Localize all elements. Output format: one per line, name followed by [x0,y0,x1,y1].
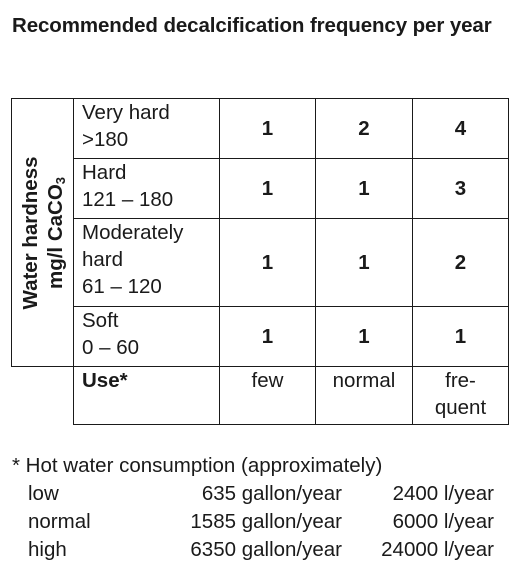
use-normal: normal [315,366,413,425]
value-cell: 2 [315,98,413,159]
row-label-line: 0 – 60 [82,336,139,359]
consumption-gallons: 1585 gallon/year [190,510,342,533]
row-label-soft: Soft 0 – 60 [73,306,220,367]
axis-label-line2: mg/l CaCO3 [43,156,68,309]
row-label-very-hard: Very hard >180 [73,98,220,159]
consumption-name: high [28,538,67,561]
row-label-line: Moderately [82,221,184,244]
row-label-line: Very hard [82,101,170,124]
consumption-gallons: 6350 gallon/year [190,538,342,561]
consumption-row-normal: normal 1585 gallon/year 6000 l/year [12,508,507,536]
value-cell: 1 [315,218,413,307]
value-cell: 1 [219,158,316,219]
table-row: Water hardness mg/l CaCO3 Very hard >180… [11,98,509,367]
empty-corner-cell [11,366,74,425]
consumption-name: normal [28,510,91,533]
consumption-liters: 6000 l/year [392,510,494,533]
table-row: Hard 121 – 180 1 1 3 [12,158,509,219]
axis-label-line1: Water hardness [18,155,42,310]
row-label-line: 121 – 180 [82,188,174,211]
value-cell: 3 [412,158,509,219]
table-row: Moderately hard 61 – 120 1 1 2 [12,218,509,307]
value-cell: 2 [412,218,509,307]
row-label-moderately-hard: Moderately hard 61 – 120 [73,218,220,307]
use-line: few [251,369,284,392]
consumption-liters: 2400 l/year [392,482,494,505]
value-cell: 1 [219,306,316,367]
footnote-heading: * Hot water consumption (approximately) [12,454,383,477]
row-label-line: >180 [82,128,129,151]
value-cell: 1 [412,306,509,367]
axis-unit: mg/l CaCO [43,183,67,289]
table-row-use: Use* few normal fre- quent [11,366,509,425]
consumption-row-high: high 6350 gallon/year 24000 l/year [12,536,507,564]
footnote: * Hot water consumption (approximately) … [12,452,507,564]
value-cell: 1 [315,306,413,367]
consumption-row-low: low 635 gallon/year 2400 l/year [12,480,507,508]
use-line: normal [332,369,396,392]
axis-unit-subscript: 3 [52,176,68,184]
value-cell: 4 [412,98,509,159]
axis-cell: Water hardness mg/l CaCO3 [11,98,74,367]
value-cell: 1 [315,158,413,219]
consumption-liters: 24000 l/year [381,538,494,561]
row-label-line: Hard [82,161,127,184]
use-frequent: fre- quent [412,366,509,425]
use-label: Use* [73,366,220,425]
table-row: Soft 0 – 60 1 1 1 [12,306,509,367]
use-line: quent [434,396,487,419]
use-line: fre- [445,369,476,392]
page-title: Recommended decalcification frequency pe… [12,14,492,37]
consumption-gallons: 635 gallon/year [201,482,342,505]
decalcification-table: Water hardness mg/l CaCO3 Very hard >180… [11,98,509,425]
row-label-hard: Hard 121 – 180 [73,158,220,219]
use-few: few [219,366,316,425]
value-cell: 1 [219,218,316,307]
axis-label: Water hardness mg/l CaCO3 [18,156,68,309]
row-label-line: hard [82,248,124,271]
value-cell: 1 [219,98,316,159]
consumption-name: low [28,482,59,505]
row-label-line: 61 – 120 [82,275,162,298]
row-label-line: Soft [82,309,119,332]
